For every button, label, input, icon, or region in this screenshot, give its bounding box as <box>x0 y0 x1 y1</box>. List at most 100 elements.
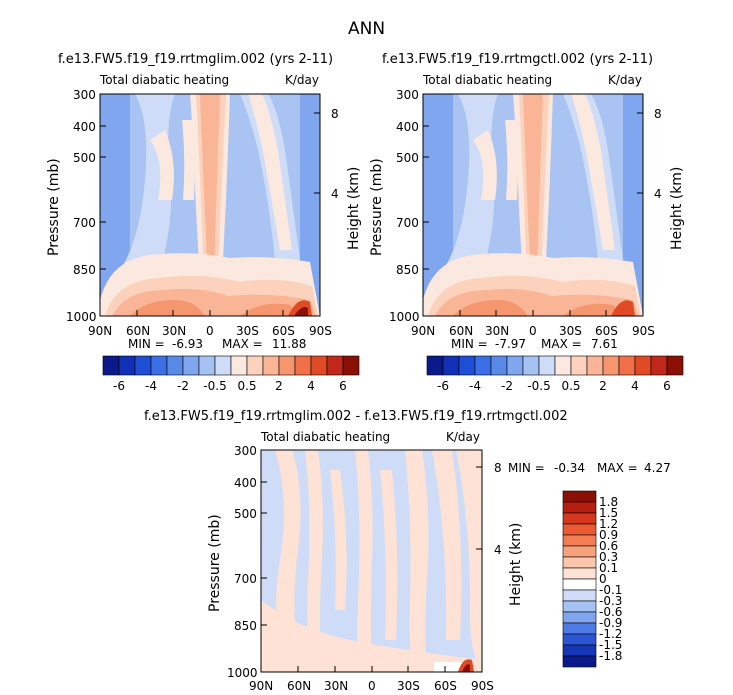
panel-title: f.e13.FW5.f19_f19.rrtmgctl.002 (yrs 2-11… <box>382 52 654 67</box>
colorbar-label: -1.8 <box>599 649 623 663</box>
height-tick: 4 <box>331 187 339 201</box>
colorbar-label: -0.6 <box>599 605 623 619</box>
colorbar-swatch <box>666 355 684 376</box>
colorbar-swatch <box>562 512 597 525</box>
panel-2-axes <box>422 93 644 317</box>
lat-tick: 60S <box>272 324 295 338</box>
colorbar-label: 2 <box>275 379 283 393</box>
colorbar-swatch <box>562 501 597 514</box>
colorbar-label: 0.5 <box>561 379 581 393</box>
colorbar-label: -6 <box>113 379 125 393</box>
lat-tick: 60S <box>595 324 618 338</box>
panel-3-axes <box>260 449 483 673</box>
lat-tick: 30N <box>324 679 349 693</box>
variable-label: Total diabatic heating <box>423 73 553 87</box>
max-value: 11.88 <box>272 337 307 351</box>
lat-tick: 90S <box>632 324 655 338</box>
min-value: -0.34 <box>554 461 586 475</box>
colorbar-label: -0.5 <box>527 379 551 393</box>
units-label: K/day <box>285 73 319 87</box>
colorbar-label: -4 <box>469 379 481 393</box>
pressure-tick: 1000 <box>227 666 258 680</box>
lat-tick: 90S <box>309 324 332 338</box>
lat-tick: 90N <box>411 324 436 338</box>
colorbar-label: 0.9 <box>599 528 619 542</box>
colorbar-label: -2 <box>501 379 513 393</box>
min-label: MIN = <box>508 461 545 475</box>
max-value: 4.27 <box>644 461 671 475</box>
max-label: MAX = <box>222 337 263 351</box>
pressure-tick: 500 <box>234 507 257 521</box>
min-value: -7.97 <box>495 337 527 351</box>
colorbar-label: -0.5 <box>203 379 227 393</box>
lat-tick: 60S <box>434 679 457 693</box>
pressure-tick: 700 <box>73 216 96 230</box>
colorbar-swatch <box>562 644 597 657</box>
pressure-tick: 700 <box>396 216 419 230</box>
colorbar-swatch <box>342 355 360 376</box>
pressure-tick: 500 <box>73 151 96 165</box>
colorbar-label: 0.1 <box>599 561 619 575</box>
figure-title: ANN <box>348 19 386 39</box>
pressure-tick: 400 <box>234 476 257 490</box>
colorbar-label: 6 <box>339 379 347 393</box>
panel-1-field <box>100 94 320 316</box>
colorbar-label: 1.2 <box>599 517 619 531</box>
min-label: MIN = <box>128 337 165 351</box>
lat-tick: 30S <box>397 679 420 693</box>
lat-tick: 90N <box>88 324 113 338</box>
lat-tick: 60N <box>126 324 151 338</box>
colorbar-swatch <box>562 589 597 602</box>
units-label: K/day <box>608 73 642 87</box>
lat-tick: 0 <box>529 324 537 338</box>
lat-tick: 60N <box>287 679 312 693</box>
height-tick: 8 <box>654 107 662 121</box>
min-value: -6.93 <box>172 337 204 351</box>
colorbar-label: -0.3 <box>599 594 623 608</box>
panel-3-field <box>261 450 482 672</box>
colorbar-label: 2 <box>599 379 607 393</box>
variable-label: Total diabatic heating <box>100 73 230 87</box>
colorbar-swatch <box>562 600 597 613</box>
pressure-tick: 300 <box>396 88 419 102</box>
pressure-tick: 400 <box>73 120 96 134</box>
pressure-tick: 300 <box>73 88 96 102</box>
lat-tick: 0 <box>206 324 214 338</box>
max-value: 7.61 <box>591 337 618 351</box>
colorbar-swatch <box>562 545 597 558</box>
panel-2-field <box>423 94 643 316</box>
pressure-tick: 850 <box>234 619 257 633</box>
pressure-tick: 1000 <box>389 310 420 324</box>
height-tick: 8 <box>331 107 339 121</box>
pressure-tick: 850 <box>396 263 419 277</box>
pressure-tick: 1000 <box>66 310 97 324</box>
colorbar-swatch <box>562 523 597 536</box>
min-label: MIN = <box>451 337 488 351</box>
height-tick: 4 <box>494 543 502 557</box>
colorbar-swatch <box>562 611 597 624</box>
lat-tick: 30S <box>236 324 259 338</box>
colorbar-label: 4 <box>307 379 315 393</box>
colorbar-label: -0.1 <box>599 583 623 597</box>
colorbar-label: 4 <box>631 379 639 393</box>
colorbar-swatch <box>562 578 597 591</box>
pressure-tick: 700 <box>234 572 257 586</box>
colorbar-label: -1.5 <box>599 638 623 652</box>
colorbar-label: -0.9 <box>599 616 623 630</box>
variable-label: Total diabatic heating <box>261 430 391 444</box>
pressure-tick: 300 <box>234 444 257 458</box>
panel-title: f.e13.FW5.f19_f19.rrtmglim.002 (yrs 2-11… <box>58 52 334 67</box>
max-label: MAX = <box>541 337 582 351</box>
colorbar-swatch <box>562 633 597 646</box>
colorbar-label: 0.6 <box>599 539 619 553</box>
colorbar-label: 0 <box>599 572 607 586</box>
lat-tick: 30S <box>559 324 582 338</box>
units-label: K/day <box>446 430 480 444</box>
pressure-tick: 400 <box>396 120 419 134</box>
colorbar-label: 1.8 <box>599 495 619 509</box>
